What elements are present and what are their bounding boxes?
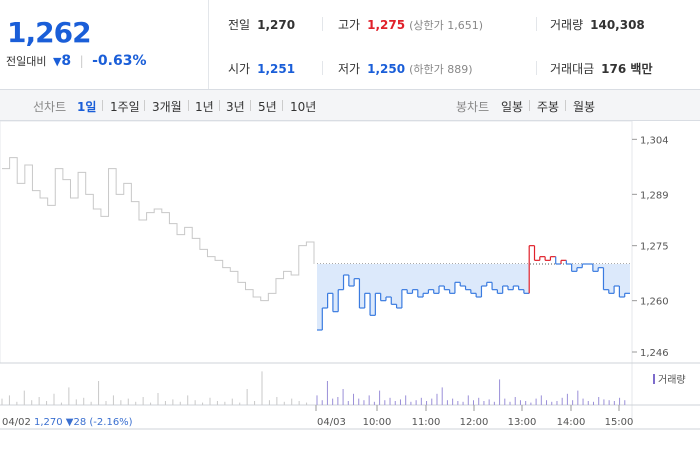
high-value: 1,275 xyxy=(367,18,406,32)
tab-1d[interactable]: 1일 xyxy=(77,100,97,114)
divider xyxy=(102,100,103,111)
high-label: 고가 xyxy=(338,18,361,32)
open-value: 1,251 xyxy=(257,62,296,76)
volume-legend-swatch xyxy=(653,374,655,384)
divider xyxy=(565,100,566,111)
divider xyxy=(219,100,220,111)
stat-prev-close: 전일 1,270 xyxy=(228,16,295,33)
change-percent: -0.63% xyxy=(92,53,147,69)
divider xyxy=(282,100,283,111)
prev-day-line xyxy=(2,157,315,302)
volume-value: 140,308 xyxy=(590,18,645,32)
quote-summary: 1,262 전일대비 ▼8 | -0.63% 전일 1,270 고가 1,275 (상… xyxy=(0,0,700,90)
divider xyxy=(250,100,251,111)
tab-5y[interactable]: 5년 xyxy=(258,100,277,114)
x-tick-label: 10:00 xyxy=(363,417,392,428)
y-tick-label: 1,275 xyxy=(640,242,669,253)
lower-limit: (하한가 889) xyxy=(409,63,473,76)
upper-limit: (상한가 1,651) xyxy=(409,19,483,32)
below-prev-close-area xyxy=(317,264,630,330)
divider xyxy=(529,100,530,111)
prev-close-value: 1,270 xyxy=(257,18,296,32)
x-tick-label: 13:00 xyxy=(508,417,537,428)
tab-3y[interactable]: 3년 xyxy=(226,100,245,114)
y-axis-labels: 1,304 1,289 1,275 1,260 1,246 xyxy=(640,135,669,359)
current-price: 1,262 xyxy=(7,16,92,49)
divider xyxy=(322,61,323,75)
line-chart-label: 선차트 xyxy=(33,100,67,114)
amount-value: 176 백만 xyxy=(601,62,653,76)
x-axis-labels: 04/03 10:00 11:00 12:00 13:00 14:00 15:00 04/02… xyxy=(2,405,633,428)
today-line xyxy=(317,245,630,331)
tab-weekly[interactable]: 주봉 xyxy=(537,100,560,114)
volume-label: 거래량 xyxy=(550,18,584,32)
low-label: 저가 xyxy=(338,62,361,76)
prev-day-label: 04/02 xyxy=(2,417,31,428)
divider xyxy=(322,17,323,31)
tab-10y[interactable]: 10년 xyxy=(290,100,317,114)
price-chart: 1,304 1,289 1,275 1,260 1,246 거래량 04/03 10:00… xyxy=(0,121,700,430)
divider xyxy=(536,61,537,75)
tab-1w[interactable]: 1주일 xyxy=(110,100,140,114)
change-row: 전일대비 ▼8 | -0.63% xyxy=(6,53,147,69)
change-value: 8 xyxy=(61,53,72,69)
low-value: 1,250 xyxy=(367,62,406,76)
divider: | xyxy=(79,54,84,68)
prev-day-series xyxy=(2,157,315,302)
stat-low: 저가 1,250 (하한가 889) xyxy=(338,60,473,77)
x-tick-label: 04/03 xyxy=(317,417,346,428)
stat-open: 시가 1,251 xyxy=(228,60,295,77)
volume-legend-label: 거래량 xyxy=(658,374,686,386)
x-tick-label: 12:00 xyxy=(460,417,489,428)
divider xyxy=(144,100,145,111)
plot-frame xyxy=(0,121,633,364)
y-tick-label: 1,289 xyxy=(640,190,669,201)
x-tick-label: 11:00 xyxy=(412,417,441,428)
amount-label: 거래대금 xyxy=(550,62,595,76)
tab-monthly[interactable]: 월봉 xyxy=(573,100,596,114)
stat-amount: 거래대금 176 백만 xyxy=(550,60,652,77)
y-tick-label: 1,304 xyxy=(640,135,669,146)
price-box: 1,262 전일대비 ▼8 | -0.63% xyxy=(0,0,209,89)
divider xyxy=(188,100,189,111)
prev-close-label: 전일 xyxy=(228,18,251,32)
stat-high: 고가 1,275 (상한가 1,651) xyxy=(338,16,483,33)
candle-chart-label: 봉차트 xyxy=(456,100,490,114)
volume-bars: 거래량 xyxy=(1,371,686,405)
divider xyxy=(536,17,537,31)
y-tick-label: 1,260 xyxy=(640,297,669,308)
prev-day-summary: 1,270 ▼28 (-2.16%) xyxy=(34,417,133,428)
x-tick-label: 14:00 xyxy=(557,417,586,428)
y-tick-label: 1,246 xyxy=(640,348,669,359)
change-label: 전일대비 xyxy=(6,55,47,68)
stat-volume: 거래량 140,308 xyxy=(550,16,645,33)
tab-daily[interactable]: 일봉 xyxy=(501,100,524,114)
tab-1y[interactable]: 1년 xyxy=(195,100,214,114)
tab-3m[interactable]: 3개월 xyxy=(152,100,182,114)
chart-tabs: 선차트 1일 1주일 3개월 1년 3년 5년 10년 봉차트 일봉 주봉 월봉 xyxy=(0,90,700,121)
down-arrow-icon: ▼ xyxy=(52,55,62,68)
x-tick-label: 15:00 xyxy=(605,417,634,428)
open-label: 시가 xyxy=(228,62,251,76)
